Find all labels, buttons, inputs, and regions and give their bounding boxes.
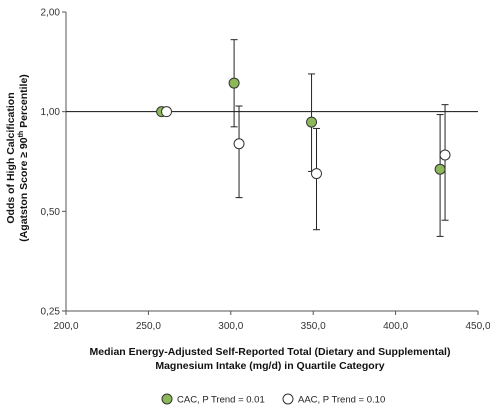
y-tick-label: 0,50 — [41, 207, 61, 218]
y-axis-title-line1: Odds of High Calcification — [5, 92, 17, 223]
legend-label-aac: AAC, P Trend = 0.10 — [298, 395, 385, 406]
x-tick-label: 350,0 — [301, 321, 326, 332]
x-tick-label: 400,0 — [383, 321, 408, 332]
data-points — [156, 77, 451, 180]
cac-point — [434, 163, 446, 175]
aac-point — [310, 168, 322, 180]
cac-point — [228, 77, 240, 89]
x-tick-label: 200,0 — [53, 321, 78, 332]
y-ticks: 0,25 0,50 1,00 2,00 — [41, 8, 66, 318]
y-tick-label: 1,00 — [41, 107, 61, 118]
y-axis-title-sup: th — [18, 131, 25, 138]
legend: CAC, P Trend = 0.01 AAC, P Trend = 0.10 — [161, 393, 385, 406]
x-tick-label: 250,0 — [136, 321, 161, 332]
error-bars — [230, 39, 449, 237]
y-tick-label: 2,00 — [41, 8, 61, 19]
aac-point — [439, 149, 451, 161]
y-axis-title-line2: (Agatston Score ≥ 90th Percentile) — [18, 74, 30, 242]
y-axis-title-main: (Agatston Score ≥ 90 — [18, 137, 30, 242]
cac-point — [306, 116, 318, 128]
aac-point — [233, 138, 245, 150]
axes — [65, 12, 478, 312]
legend-marker-cac — [161, 393, 173, 405]
aac-point — [161, 106, 173, 118]
x-ticks: 200,0 250,0 300,0 350,0 400,0 450,0 — [53, 311, 490, 332]
x-tick-label: 450,0 — [465, 321, 490, 332]
x-axis-title-line2: Magnesium Intake (mg/d) in Quartile Cate… — [155, 360, 384, 372]
legend-label-cac: CAC, P Trend = 0.01 — [177, 395, 265, 406]
x-tick-label: 300,0 — [218, 321, 243, 332]
x-axis-title-line1: Median Energy-Adjusted Self-Reported Tot… — [90, 346, 451, 358]
y-axis-title-end: Percentile) — [18, 74, 30, 131]
legend-marker-aac — [282, 393, 294, 405]
y-tick-label: 0,25 — [41, 307, 61, 318]
